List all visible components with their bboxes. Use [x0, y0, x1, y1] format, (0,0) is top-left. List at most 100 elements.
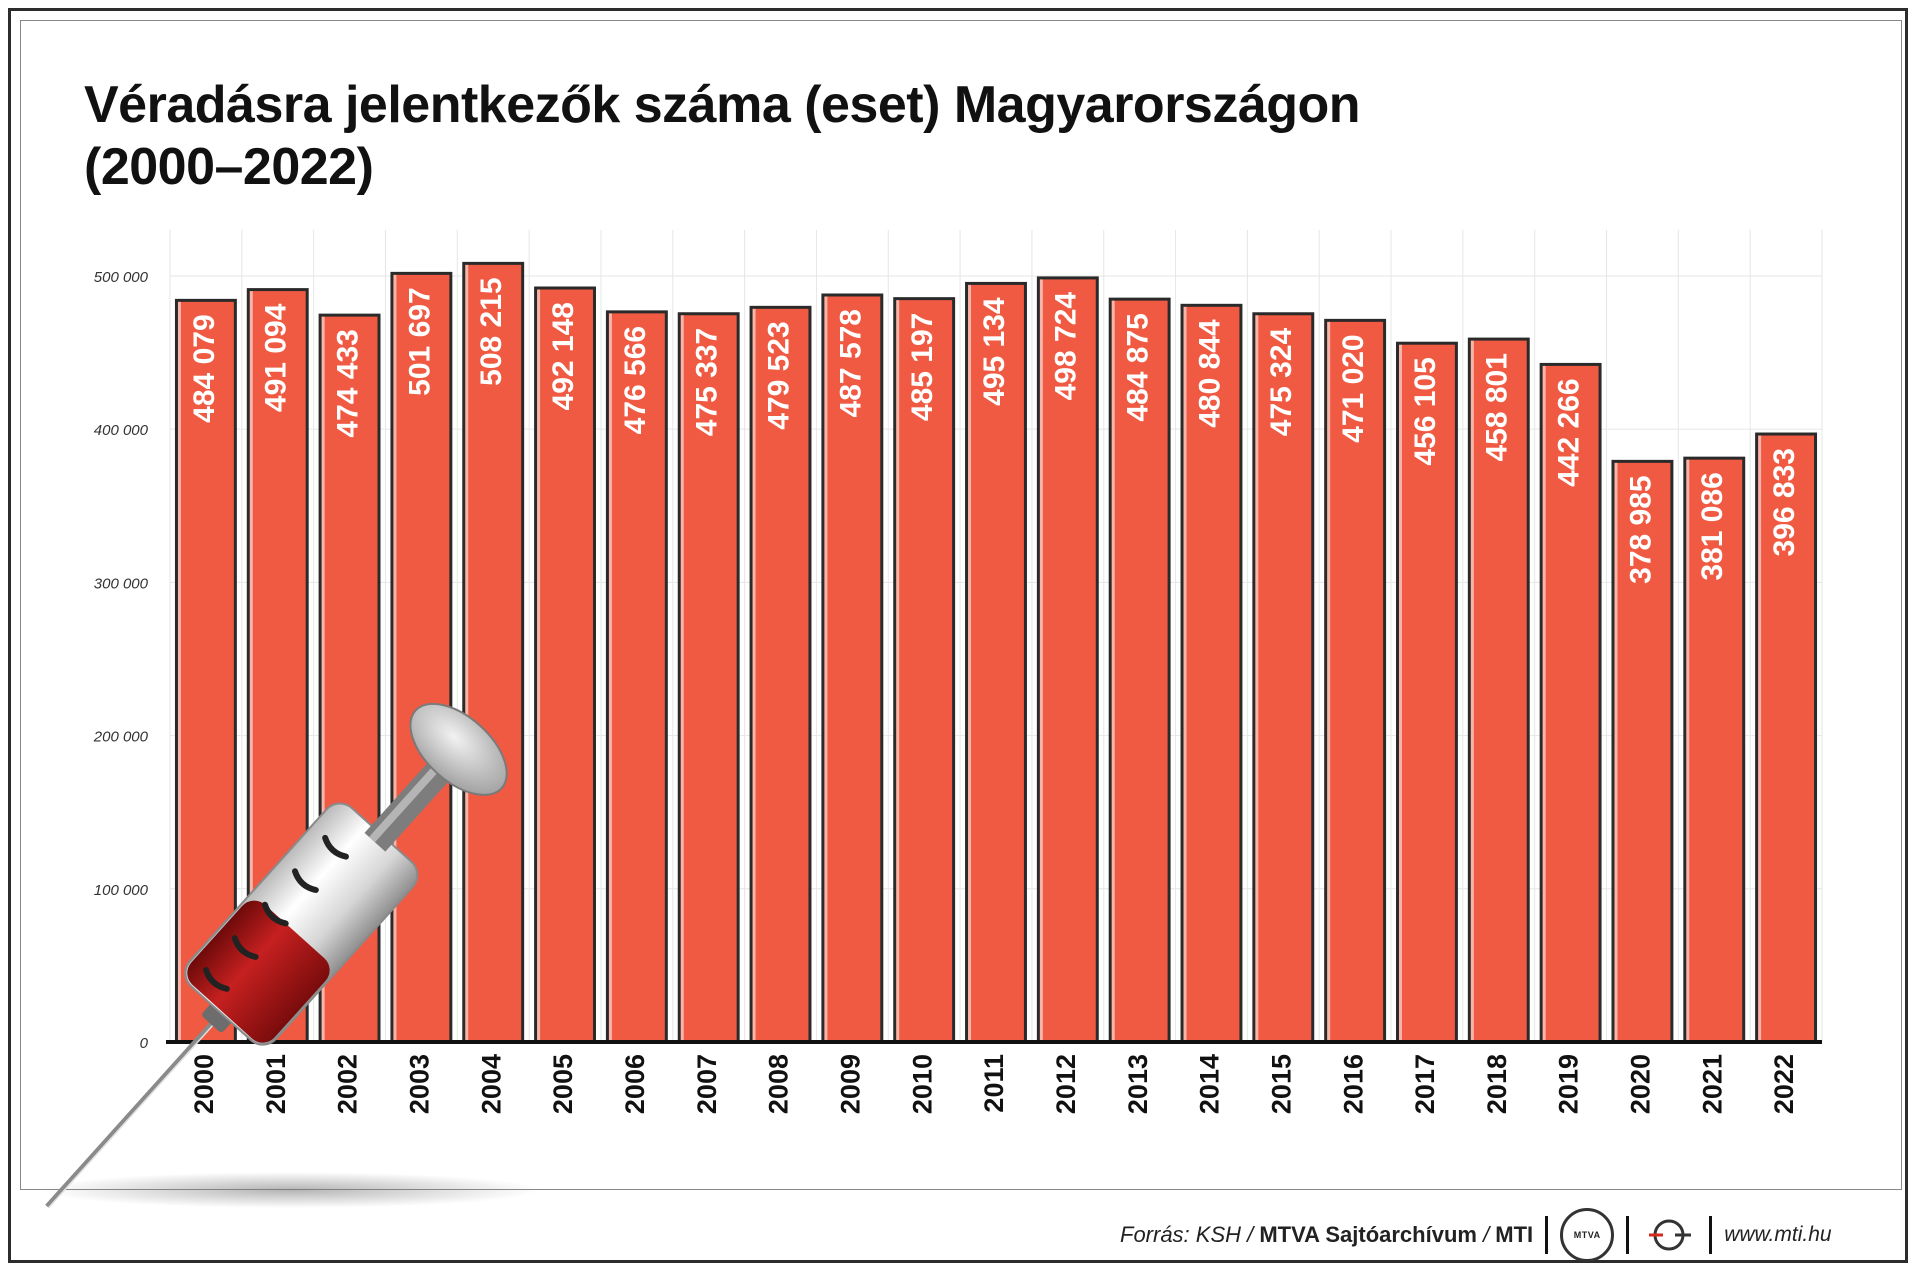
source-text: Forrás: KSH / MTVA Sajtóarchívum / MTI: [1120, 1222, 1533, 1248]
bar-highlight: [1039, 279, 1043, 1041]
website-link[interactable]: www.mti.hu: [1724, 1223, 1832, 1246]
bar-value-label: 381 086: [1696, 472, 1729, 580]
bar-highlight: [1614, 462, 1618, 1041]
bar-value-label: 378 985: [1624, 475, 1657, 583]
x-tick-label: 2014: [1195, 1054, 1225, 1114]
y-tick-label: 0: [140, 1035, 149, 1052]
bar-highlight: [1183, 306, 1187, 1041]
mtva-logo-text: MTVA: [1573, 1230, 1601, 1240]
bar-highlight: [1255, 315, 1259, 1041]
y-tick-label: 500 000: [94, 269, 149, 286]
x-tick-label: 2017: [1410, 1054, 1440, 1114]
bar-highlight: [896, 300, 900, 1041]
bar-highlight: [680, 315, 684, 1041]
bar-highlight: [177, 301, 181, 1041]
y-tick-label: 300 000: [94, 575, 149, 592]
bar-value-label: 458 801: [1481, 353, 1514, 461]
bar: [605, 310, 668, 1044]
bar: [1755, 432, 1818, 1044]
bar-highlight: [249, 291, 253, 1041]
bar-value-label: 476 566: [619, 326, 652, 434]
x-tick-label: 2009: [835, 1054, 865, 1114]
bar-value-label: 474 433: [331, 329, 364, 437]
bar-highlight: [1686, 459, 1690, 1041]
x-tick-label: 2008: [764, 1054, 794, 1114]
y-tick-label: 200 000: [93, 729, 149, 746]
mti-logo-icon: [1649, 1219, 1692, 1251]
bar: [677, 312, 740, 1044]
bar-highlight: [393, 274, 397, 1041]
source-mti: MTI: [1495, 1222, 1534, 1247]
bar: [1180, 303, 1243, 1044]
x-axis: 2000 2001 2002 2003 2004 2005 2006 2007 2008 2009…: [189, 1054, 1799, 1114]
x-tick-label: 2005: [548, 1054, 578, 1114]
bar-value-label: 485 197: [906, 313, 939, 421]
x-tick-label: 2002: [333, 1054, 363, 1114]
bar-value-label: 480 844: [1193, 319, 1226, 428]
bar-value-label: 479 523: [762, 321, 795, 429]
mtva-logo-icon: MTVA: [1560, 1208, 1615, 1262]
bar: [1467, 337, 1530, 1044]
x-tick-label: 2019: [1554, 1054, 1584, 1114]
source-archive: MTVA Sajtóarchívum: [1259, 1222, 1477, 1247]
y-tick-label: 100 000: [94, 882, 149, 899]
bar-highlight: [608, 313, 612, 1041]
bar-value-label: 501 697: [403, 287, 436, 395]
x-tick-label: 2016: [1338, 1054, 1368, 1114]
bar: [390, 271, 453, 1044]
bar: [893, 297, 956, 1044]
bar-value-label: 475 337: [691, 328, 724, 436]
x-tick-label: 2012: [1051, 1054, 1081, 1114]
source-separator: /: [1476, 1222, 1496, 1247]
bar-value-label: 442 266: [1553, 378, 1586, 486]
bar-highlight: [537, 289, 541, 1041]
footer-divider: [1709, 1216, 1713, 1254]
bar-value-label: 508 215: [475, 277, 508, 385]
bar-highlight: [1399, 344, 1403, 1041]
bar-value-label: 456 105: [1409, 357, 1442, 465]
chart-title: Véradásra jelentkezők száma (eset) Magya…: [84, 74, 1361, 198]
y-axis: 0 100 000 200 000 300 000 400 000 500 000: [93, 269, 1822, 1052]
bar-value-label: 396 833: [1768, 448, 1801, 556]
x-tick-label: 2022: [1769, 1054, 1799, 1114]
syringe-icon: [40, 702, 540, 1209]
bar-value-label: 491 094: [260, 303, 293, 412]
x-tick-label: 2021: [1697, 1054, 1727, 1114]
bar: [1108, 297, 1171, 1044]
bar-highlight: [1327, 321, 1331, 1041]
x-tick-label: 2001: [261, 1054, 291, 1114]
x-tick-label: 2003: [405, 1054, 435, 1114]
x-tick-label: 2011: [979, 1054, 1009, 1113]
bar-value-label: 484 875: [1122, 313, 1155, 421]
x-tick-label: 2010: [907, 1054, 937, 1114]
bar-value-label: 492 148: [547, 302, 580, 410]
footer: Forrás: KSH / MTVA Sajtóarchívum / MTI M…: [1120, 1208, 1832, 1262]
bar: [965, 281, 1027, 1044]
x-tick-label: 2018: [1482, 1054, 1512, 1114]
bar-value-label: 495 134: [978, 297, 1011, 406]
bar-highlight: [1470, 340, 1474, 1041]
footer-divider: [1626, 1216, 1630, 1254]
chart-title-line2: (2000–2022): [84, 138, 374, 196]
bar: [1036, 276, 1099, 1044]
footer-divider: [1545, 1216, 1549, 1254]
bar-value-label: 498 724: [1050, 292, 1083, 401]
bar-highlight: [321, 316, 325, 1041]
x-tick-label: 2004: [476, 1054, 506, 1114]
bar-highlight: [752, 308, 756, 1041]
bar: [1324, 318, 1387, 1044]
bar-value-label: 487 578: [834, 309, 867, 417]
x-tick-label: 2007: [692, 1054, 722, 1114]
x-tick-label: 2013: [1123, 1054, 1153, 1114]
bar-highlight: [465, 264, 469, 1041]
bar-highlight: [824, 296, 828, 1041]
bar: [462, 261, 525, 1044]
x-tick-label: 2015: [1266, 1054, 1296, 1114]
bar: [1252, 312, 1315, 1044]
bar-highlight: [1111, 300, 1115, 1041]
bar: [174, 298, 237, 1044]
bars-layer: 484 079 491 094 474 433 501 697 508 215 492 1…: [174, 261, 1818, 1044]
x-tick-label: 2000: [189, 1054, 219, 1114]
source-prefix: Forrás: KSH /: [1120, 1222, 1260, 1247]
